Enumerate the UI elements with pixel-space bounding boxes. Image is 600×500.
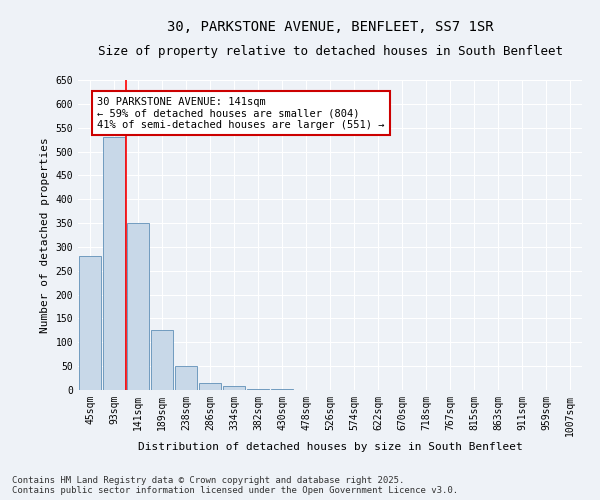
Bar: [79, 256, 101, 390]
Y-axis label: Number of detached properties: Number of detached properties: [40, 137, 50, 333]
Bar: [151, 330, 173, 390]
Bar: [199, 383, 221, 390]
Bar: [223, 386, 245, 390]
Bar: [127, 223, 149, 390]
X-axis label: Distribution of detached houses by size in South Benfleet: Distribution of detached houses by size …: [137, 442, 523, 452]
Bar: [175, 366, 197, 390]
Bar: [271, 389, 293, 390]
Text: 30, PARKSTONE AVENUE, BENFLEET, SS7 1SR: 30, PARKSTONE AVENUE, BENFLEET, SS7 1SR: [167, 20, 493, 34]
Text: 30 PARKSTONE AVENUE: 141sqm
← 59% of detached houses are smaller (804)
41% of se: 30 PARKSTONE AVENUE: 141sqm ← 59% of det…: [97, 96, 385, 130]
Text: Size of property relative to detached houses in South Benfleet: Size of property relative to detached ho…: [97, 45, 563, 58]
Text: Contains HM Land Registry data © Crown copyright and database right 2025.
Contai: Contains HM Land Registry data © Crown c…: [12, 476, 458, 495]
Bar: [247, 388, 269, 390]
Bar: [103, 137, 125, 390]
